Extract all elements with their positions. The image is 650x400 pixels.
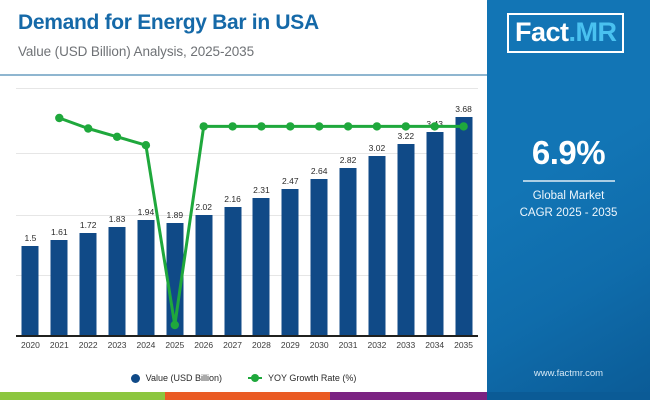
x-axis-line: [16, 335, 478, 337]
plot-area: 1.5 1.61 1.72 1.83 1.94 1.89 2.02 2.16 2.31 2.47 2…: [16, 86, 478, 337]
legend-item[interactable]: YOY Growth Rate (%): [247, 373, 357, 383]
bar-slot: 1.89: [160, 86, 189, 335]
bar-value-label: 3.43: [426, 118, 443, 129]
x-axis-tick: 2029: [280, 340, 300, 350]
logo-fact-text: Fact: [515, 17, 569, 47]
bar-group: 1.5 1.61 1.72 1.83 1.94 1.89 2.02 2.16 2.31 2.47 2…: [16, 86, 478, 335]
site-url[interactable]: www.factmr.com: [533, 368, 604, 379]
x-axis-tick: 2022: [78, 340, 98, 350]
bar-slot: 2.31: [247, 86, 276, 335]
x-axis-tick: 2023: [107, 340, 127, 350]
bar-slot: 1.83: [103, 86, 132, 335]
stripe-segment-orange: [165, 392, 330, 400]
bar-value-label: 2.47: [282, 175, 299, 186]
factmr-logo: Fact .MR: [507, 13, 624, 53]
bar-value-label: 1.72: [79, 220, 97, 231]
bar[interactable]: [137, 220, 155, 335]
bar[interactable]: [195, 215, 213, 335]
bar-slot: 3.02: [363, 86, 392, 335]
x-axis-tick: 2027: [223, 340, 243, 350]
bar-value-label: 2.31: [253, 185, 270, 196]
brand-panel: Fact .MR 6.9% Global Market CAGR 2025 - …: [487, 0, 650, 400]
bar-slot: 2.82: [334, 86, 363, 335]
cagr-value: 6.9%: [531, 134, 606, 171]
legend-label: Value (USD Billion): [145, 373, 222, 383]
bottom-accent-stripe: [0, 392, 650, 400]
bar[interactable]: [310, 178, 328, 335]
legend-swatch-icon: [130, 373, 140, 383]
bar[interactable]: [50, 239, 68, 335]
bar-value-label: 3.22: [397, 131, 415, 142]
x-axis-tick: 2034: [425, 340, 445, 350]
bar[interactable]: [426, 131, 444, 335]
bar-value-label: 1.89: [166, 209, 184, 220]
bar-slot: 1.72: [74, 86, 103, 335]
bar-slot: 1.94: [132, 86, 161, 335]
bar[interactable]: [252, 198, 270, 335]
bar-value-label: 1.94: [137, 207, 155, 217]
panel-texture: [487, 0, 650, 400]
x-axis-tick: 2035: [454, 340, 474, 350]
bar[interactable]: [224, 206, 242, 335]
bar-slot: 3.68: [449, 86, 478, 335]
bar-value-label: 1.5: [24, 233, 37, 244]
cagr-caption-line2: CAGR 2025 - 2035: [519, 207, 618, 219]
bar[interactable]: [455, 116, 473, 335]
bar-slot: 1.61: [45, 86, 74, 335]
bar-value-label: 2.82: [339, 154, 357, 165]
stripe-segment-blue: [487, 392, 650, 400]
x-axis-tick: 2032: [367, 340, 387, 350]
bar[interactable]: [339, 167, 357, 335]
legend-label: YOY Growth Rate (%): [267, 373, 357, 383]
x-axis-tick: 2025: [165, 340, 185, 350]
bar-slot: 2.47: [276, 86, 305, 335]
bar[interactable]: [166, 222, 184, 335]
x-axis-tick: 2033: [396, 340, 416, 350]
chart-subtitle: Value (USD Billion) Analysis, 2025-2035: [18, 44, 254, 59]
chart-legend: Value (USD Billion) YOY Growth Rate (%): [0, 369, 487, 387]
bar-slot: 2.64: [305, 86, 334, 335]
x-axis-tick: 2020: [20, 340, 40, 350]
chart-header: Demand for Energy Bar in USA Value (USD …: [0, 0, 487, 76]
bar[interactable]: [21, 246, 39, 335]
cagr-divider: [523, 180, 615, 182]
x-axis-tick: 2024: [136, 340, 156, 350]
legend-line-marker-icon: [247, 374, 262, 383]
logo-mr-text: .MR: [568, 17, 618, 47]
legend-item[interactable]: Value (USD Billion): [130, 373, 222, 383]
bar[interactable]: [397, 144, 415, 335]
bar-slot: 1.5: [16, 86, 45, 335]
bar-value-label: 3.68: [455, 103, 472, 114]
bar-value-label: 1.83: [108, 213, 126, 224]
bar-value-label: 1.61: [51, 226, 68, 237]
bar-slot: 3.22: [391, 86, 420, 335]
cagr-caption-line1: Global Market: [532, 190, 605, 202]
x-axis-tick: 2026: [194, 340, 214, 350]
page-title: Demand for Energy Bar in USA: [18, 11, 319, 34]
bar-value-label: 3.02: [368, 142, 386, 153]
bar[interactable]: [281, 188, 299, 335]
bar[interactable]: [108, 226, 126, 335]
stripe-segment-green: [0, 392, 165, 400]
chart-panel: Demand for Energy Bar in USA Value (USD …: [0, 0, 487, 387]
stripe-segment-purple: [330, 392, 487, 400]
x-axis-tick: 2031: [338, 340, 358, 350]
bar-value-label: 2.64: [310, 165, 328, 176]
bar[interactable]: [368, 155, 386, 335]
bar-slot: 3.43: [420, 86, 449, 335]
bar-slot: 2.16: [218, 86, 247, 335]
x-axis-tick: 2030: [309, 340, 329, 350]
bar[interactable]: [79, 233, 97, 335]
gridline: [16, 88, 478, 89]
bar-value-label: 2.02: [195, 202, 212, 213]
x-axis-tick: 2028: [251, 340, 271, 350]
x-axis-tick: 2021: [49, 340, 69, 350]
x-axis-labels: 2020 2021 2022 2023 2024 2025 2026 2027 2028 2029…: [16, 340, 478, 356]
header-divider: [0, 74, 487, 76]
bar-slot: 2.02: [189, 86, 218, 335]
bar-value-label: 2.16: [224, 193, 241, 204]
